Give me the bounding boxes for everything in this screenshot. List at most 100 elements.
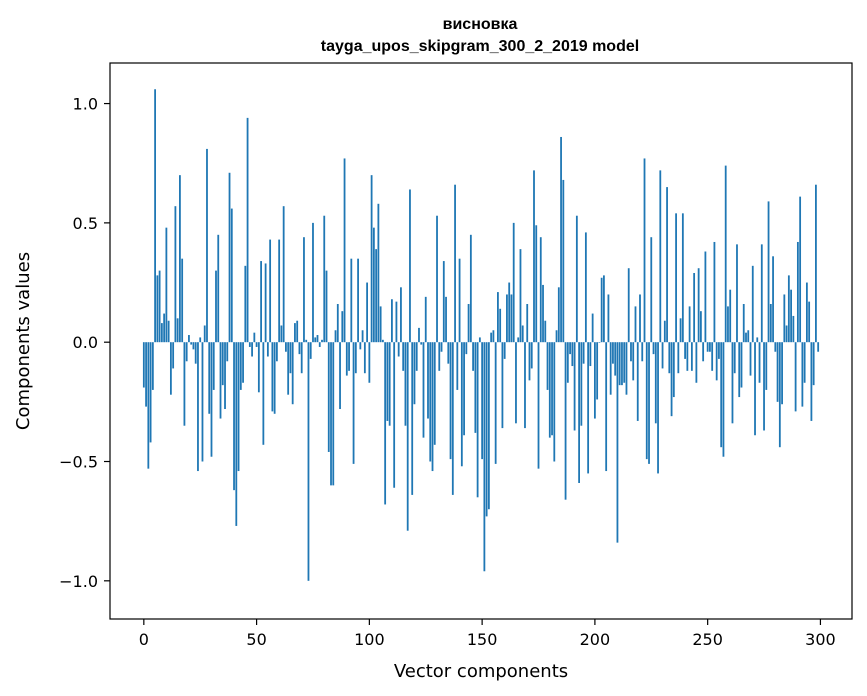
bar-83 [330,342,332,486]
chart-subtitle: tayga_upos_skipgram_300_2_2019 model [321,38,639,55]
bar-36 [224,342,226,410]
bar-114 [400,287,402,343]
bar-118 [409,189,411,343]
bar-234 [670,342,673,417]
bar-48 [251,342,253,357]
bar-155 [492,330,495,343]
bar-153 [487,342,490,510]
bar-117 [406,342,409,531]
bar-198 [589,342,592,367]
bar-211 [618,342,621,386]
bar-232 [666,187,668,343]
bar-136 [449,342,452,460]
bar-73 [307,342,310,581]
bar-71 [303,237,305,343]
bar-213 [623,342,626,383]
bar-109 [388,342,391,426]
bar-105 [379,306,382,343]
x-tick-label: 100 [354,630,385,649]
bar-238 [679,318,682,343]
bar-6 [156,275,159,343]
bar-192 [575,215,578,343]
bar-95 [357,258,359,343]
bar-269 [749,342,752,376]
bar-13 [172,342,175,369]
bar-78 [318,342,321,347]
bar-174 [535,225,538,343]
bar-14 [174,206,177,343]
bar-141 [460,342,463,467]
bar-162 [508,282,511,343]
bar-5 [154,89,156,343]
bar-152 [485,342,488,517]
bar-9 [163,313,166,343]
bar-257 [722,342,725,457]
bar-7 [158,270,161,343]
bar-94 [354,342,357,374]
bar-239 [681,213,684,343]
bar-11 [167,320,170,343]
bar-263 [736,244,738,343]
bar-197 [587,342,590,474]
bar-148 [476,342,479,498]
bar-278 [769,304,772,343]
bar-111 [393,342,396,488]
bar-121 [415,342,418,371]
y-axis-label: Components values [13,252,34,430]
y-tick-label: 0.0 [73,333,98,352]
bar-206 [607,294,610,343]
bar-240 [684,342,686,359]
bar-207 [609,342,612,395]
bar-205 [605,342,608,472]
bar-245 [695,342,698,383]
bar-247 [699,311,702,343]
bar-203 [600,277,603,343]
bar-59 [275,342,278,362]
bar-178 [544,320,547,343]
bar-57 [271,342,274,412]
bar-146 [472,342,474,371]
bar-131 [438,342,441,371]
bar-26 [201,342,204,462]
bar-288 [792,315,795,343]
bar-54 [264,263,267,343]
bar-266 [742,304,745,343]
bar-66 [291,342,294,405]
bar-63 [285,342,287,352]
bar-21 [190,342,193,345]
bar-280 [774,342,777,352]
bar-62 [282,206,285,343]
bar-29 [208,342,211,414]
bar-134 [445,296,447,343]
bar-39 [230,208,233,343]
bar-224 [648,342,650,464]
bar-120 [413,342,416,405]
bar-84 [332,342,335,486]
bar-296 [810,342,813,421]
bar-191 [573,342,576,431]
bar-256 [720,342,723,448]
bar-43 [239,342,242,390]
bar-267 [745,332,747,343]
bar-273 [758,342,761,383]
bar-101 [370,175,373,343]
bar-163 [510,294,513,343]
bar-172 [530,342,533,369]
bar-58 [273,342,276,414]
bar-262 [733,342,736,374]
bar-235 [672,342,675,398]
bar-204 [603,275,605,343]
bar-1 [145,342,147,407]
bar-166 [517,337,520,343]
x-axis-label: Vector components [394,661,568,682]
bar-228 [657,342,659,474]
bar-282 [778,342,781,448]
bar-42 [237,342,240,472]
bar-61 [280,325,283,343]
bar-25 [199,337,202,343]
bar-274 [760,244,763,343]
bar-70 [300,342,303,374]
bar-135 [447,342,450,364]
bar-150 [481,342,484,460]
